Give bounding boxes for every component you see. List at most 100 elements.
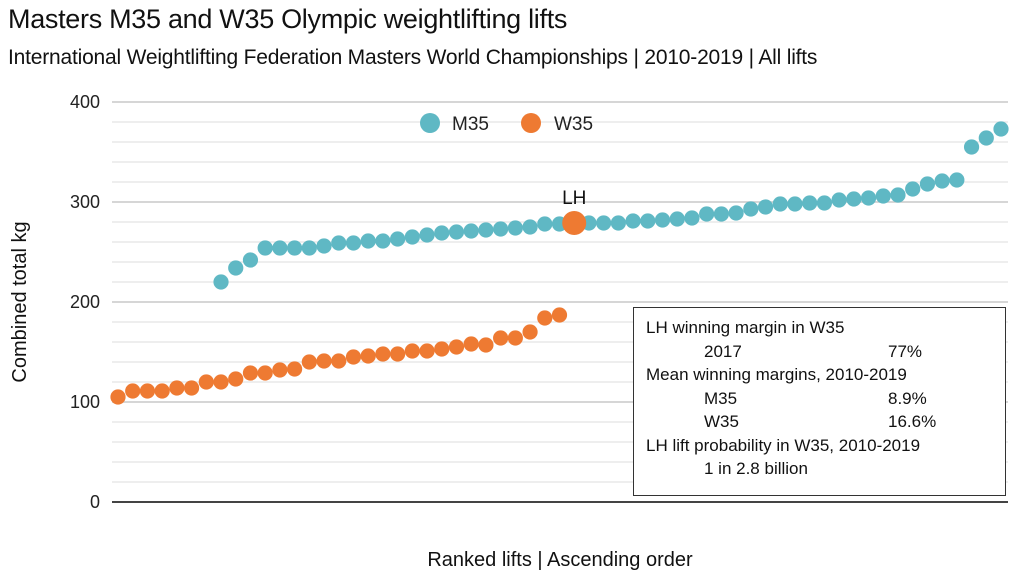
data-point-m35: [213, 274, 229, 290]
data-point-w35: [198, 374, 214, 390]
data-point-w35: [125, 383, 141, 399]
info-value: 16.6%: [888, 412, 937, 431]
y-tick-label: 400: [70, 92, 100, 112]
data-point-m35: [802, 195, 818, 211]
data-point-w35: [551, 307, 568, 323]
data-point-m35: [787, 196, 803, 212]
data-point-m35: [772, 196, 788, 212]
data-point-m35: [978, 130, 994, 146]
data-point-m35: [625, 213, 641, 229]
data-point-w35: [345, 349, 362, 365]
data-point-m35: [228, 260, 244, 276]
data-point-m35: [816, 195, 833, 211]
data-point-m35: [493, 221, 509, 237]
info-row-m35: M35 8.9%: [646, 387, 1005, 411]
data-point-m35: [537, 216, 553, 232]
data-point-w35: [493, 330, 509, 346]
info-key: M35: [704, 388, 738, 408]
data-point-m35: [669, 211, 685, 227]
info-row-probability: 1 in 2.8 billion: [646, 457, 1005, 481]
data-point-w35: [522, 324, 538, 340]
data-point-w35: [360, 348, 376, 364]
data-point-w35: [110, 389, 126, 405]
data-point-m35: [684, 210, 700, 226]
data-point-w35: [183, 380, 200, 396]
data-point-w35: [242, 365, 259, 381]
data-point-m35: [757, 199, 774, 215]
data-point-m35: [448, 224, 465, 240]
data-point-w35: [537, 310, 553, 326]
data-point-m35: [272, 240, 288, 256]
legend-label-m35: M35: [452, 114, 489, 135]
info-key: 2017: [704, 341, 742, 361]
data-point-m35: [963, 139, 980, 155]
data-point-m35: [713, 206, 729, 222]
info-heading-text: Mean winning margins, 2010-2019: [646, 365, 907, 384]
info-value: 8.9%: [888, 388, 927, 408]
y-axis-title: Combined total kg: [9, 221, 31, 382]
data-point-m35: [463, 223, 479, 239]
data-point-m35: [919, 176, 936, 192]
data-point-m35: [743, 201, 759, 217]
data-point-w35: [272, 362, 288, 378]
data-point-m35: [728, 205, 744, 221]
legend-marker-w35: [521, 113, 541, 133]
data-point-w35: [404, 343, 420, 359]
data-point-m35: [654, 212, 671, 228]
info-key: 1 in 2.8 billion: [704, 459, 808, 478]
legend-marker-m35: [420, 113, 440, 133]
data-point-m35: [699, 206, 715, 222]
data-point-w35: [448, 339, 465, 355]
data-point-w35: [316, 353, 332, 369]
info-value: 77%: [888, 341, 923, 361]
data-point-m35: [316, 238, 332, 254]
annotated-point-lh: [562, 211, 587, 235]
data-point-w35: [375, 346, 391, 362]
data-point-m35: [242, 252, 259, 268]
chart-subtitle: International Weightlifting Federation M…: [8, 46, 818, 69]
data-point-m35: [640, 213, 656, 229]
data-point-w35: [154, 383, 170, 399]
y-tick-labels: 0 100 200 300 400: [70, 92, 100, 512]
chart-title: Masters M35 and W35 Olympic weightliftin…: [8, 4, 568, 34]
data-point-m35: [375, 233, 391, 249]
data-point-w35: [434, 341, 450, 357]
data-point-w35: [213, 374, 229, 390]
legend: M35 W35: [420, 113, 593, 135]
data-point-w35: [139, 383, 156, 399]
data-point-m35: [934, 173, 950, 189]
data-point-w35: [301, 354, 317, 370]
data-point-m35: [434, 225, 450, 241]
data-point-m35: [993, 121, 1009, 137]
info-heading-lift-probability: LH lift probability in W35, 2010-2019: [646, 434, 1005, 458]
data-point-w35: [331, 353, 347, 369]
data-point-w35: [390, 346, 406, 362]
annotation-label-lh: LH: [562, 188, 586, 209]
data-point-m35: [610, 215, 626, 231]
y-tick-label: 300: [70, 192, 100, 212]
data-point-m35: [301, 240, 317, 256]
data-point-w35: [507, 330, 523, 346]
data-point-w35: [287, 361, 303, 377]
data-point-m35: [478, 222, 494, 238]
data-point-w35: [257, 365, 273, 381]
info-row-w35: W35 16.6%: [646, 410, 1005, 434]
info-heading-text: LH winning margin in W35: [646, 318, 845, 337]
info-heading-mean-margins: Mean winning margins, 2010-2019: [646, 363, 1005, 387]
legend-label-w35: W35: [554, 114, 593, 135]
data-point-w35: [228, 371, 244, 387]
data-point-m35: [507, 220, 523, 236]
data-point-w35: [169, 380, 185, 396]
data-point-w35: [478, 337, 494, 353]
y-tick-label: 100: [70, 392, 100, 412]
data-point-m35: [257, 240, 273, 256]
y-tick-label: 200: [70, 292, 100, 312]
data-points: [110, 121, 1009, 405]
data-point-m35: [390, 231, 406, 247]
data-point-m35: [860, 190, 877, 206]
data-point-m35: [949, 172, 965, 188]
x-axis-title: Ranked lifts | Ascending order: [427, 549, 693, 571]
data-point-w35: [463, 336, 479, 352]
data-point-m35: [419, 227, 435, 243]
data-point-m35: [890, 187, 906, 203]
